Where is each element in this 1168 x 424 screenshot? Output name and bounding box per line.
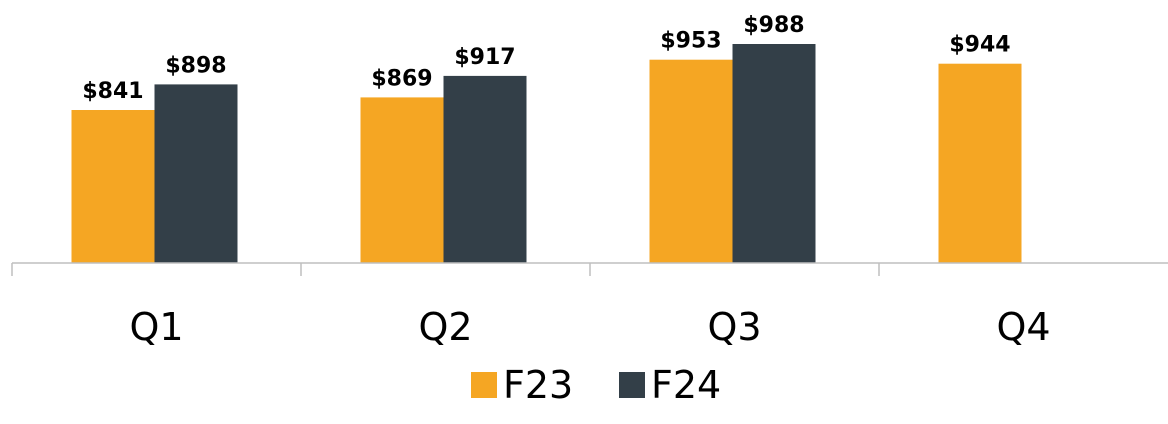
bar-f23-q4 bbox=[938, 63, 1022, 264]
value-label-f23-q3: $953 bbox=[660, 29, 721, 54]
value-label-f24-q1: $898 bbox=[165, 53, 226, 78]
x-tick-label-q3: Q3 bbox=[707, 305, 761, 349]
bar-f24-q3 bbox=[732, 44, 816, 263]
x-tick-label-q2: Q2 bbox=[418, 305, 472, 349]
value-label-f23-q2: $869 bbox=[371, 66, 432, 91]
bar-f23-q2 bbox=[360, 97, 444, 264]
bars-group bbox=[71, 44, 1022, 264]
x-tick-label-q1: Q1 bbox=[129, 305, 183, 349]
legend-label-f23: F23 bbox=[503, 363, 573, 407]
bar-f23-q3 bbox=[649, 59, 733, 264]
value-label-f23-q4: $944 bbox=[949, 33, 1010, 58]
value-label-f24-q3: $988 bbox=[743, 13, 804, 38]
legend: F23 F24 bbox=[471, 363, 721, 407]
bar-f23-q1 bbox=[71, 110, 155, 263]
legend-label-f24: F24 bbox=[651, 363, 721, 407]
value-label-f23-q1: $841 bbox=[82, 79, 143, 104]
x-tick-labels: Q1 Q2 Q3 Q4 bbox=[129, 305, 1050, 349]
value-labels-group: $841 $898 $869 $917 $953 $988 $944 bbox=[82, 13, 1010, 104]
legend-swatch-f24 bbox=[619, 372, 645, 398]
value-label-f24-q2: $917 bbox=[454, 45, 515, 70]
x-axis bbox=[11, 262, 1168, 276]
bar-f24-q2 bbox=[443, 75, 527, 264]
x-tick-label-q4: Q4 bbox=[996, 305, 1050, 349]
legend-swatch-f23 bbox=[471, 372, 497, 398]
bar-f24-q1 bbox=[154, 84, 238, 264]
